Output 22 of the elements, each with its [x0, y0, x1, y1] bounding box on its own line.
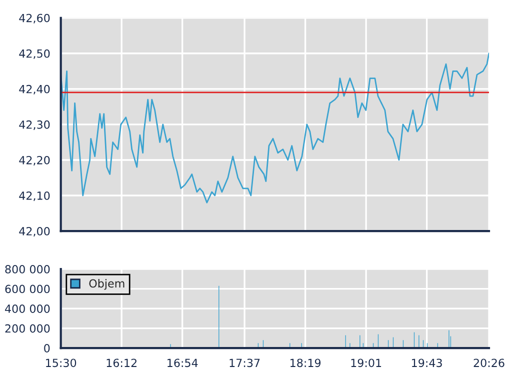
y-tick-label: 42,50 [19, 49, 50, 59]
y-tick-label: 42,30 [19, 120, 50, 130]
y-tick-label: 200 000 [5, 324, 50, 333]
x-tick-label: 19:43 [412, 358, 442, 368]
x-tick-label: 18:19 [290, 358, 321, 368]
x-tick-label: 20:26 [474, 358, 504, 368]
y-tick-label: 42,60 [19, 14, 50, 24]
y-tick-label: 42,20 [19, 156, 50, 166]
y-tick-label: 600 000 [5, 284, 50, 294]
x-tick-label: 16:54 [168, 358, 198, 368]
y-tick-label: 800 000 [5, 265, 50, 274]
x-tick-label: 15:30 [46, 358, 76, 368]
line-series [60, 52, 489, 204]
x-tick-label: 16:12 [106, 358, 136, 368]
legend-label: Objem [89, 279, 124, 290]
x-tick-label: 17:37 [230, 358, 260, 368]
y-tick-label: 400 000 [5, 304, 50, 313]
y-tick-label: 0 [44, 344, 50, 352]
y-tick-label: 42,10 [19, 191, 50, 202]
y-tick-label: 42,40 [19, 84, 50, 94]
x-tick-label: 19:01 [351, 358, 382, 368]
y-tick-label: 42,00 [19, 227, 50, 237]
